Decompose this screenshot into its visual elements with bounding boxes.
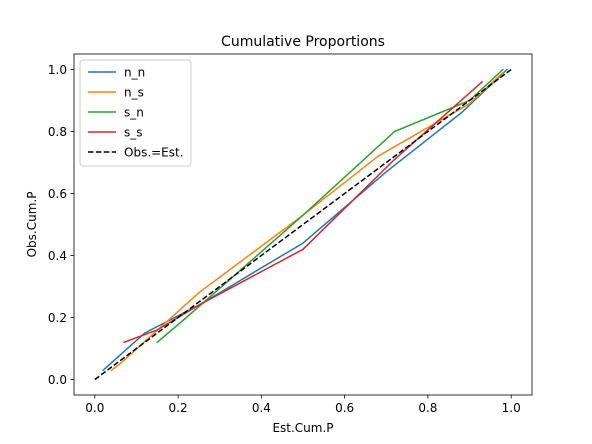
legend-box (79, 59, 192, 167)
y-axis-label: Obs.Cum.P (25, 192, 39, 258)
y-tick-label: 1.0 (48, 63, 67, 77)
y-tick-label: 0.8 (48, 125, 67, 139)
axes-frame (73, 53, 533, 396)
y-axis-ticks: 0.0 0.2 0.4 0.6 0.8 1.0 (48, 63, 74, 387)
plot-area (94, 68, 512, 381)
legend-label-n-s: n_s (124, 85, 144, 99)
legend-label-s-n: s_n (124, 105, 144, 119)
series-line-s-n (156, 68, 504, 344)
x-tick-label: 0.4 (252, 401, 271, 415)
y-tick-label: 0.4 (48, 249, 67, 263)
y-tick-label: 0.0 (48, 373, 67, 387)
legend-label-s-s: s_s (124, 125, 143, 139)
x-tick-label: 0.8 (418, 401, 437, 415)
legend: n_n n_s s_n s_s Obs.=Est. (79, 59, 192, 167)
x-axis-label: Est.Cum.P (272, 421, 333, 435)
legend-label-n-n: n_n (124, 65, 145, 79)
x-tick-label: 0.0 (85, 401, 104, 415)
y-tick-label: 0.6 (48, 187, 67, 201)
series-line-s-s (122, 80, 484, 344)
x-tick-label: 1.0 (502, 401, 521, 415)
chart-title: Cumulative Proportions (221, 34, 385, 50)
legend-label-obs-est: Obs.=Est. (124, 145, 184, 159)
y-tick-label: 0.2 (48, 311, 67, 325)
x-tick-label: 0.2 (169, 401, 188, 415)
x-tick-label: 0.6 (335, 401, 354, 415)
series-line-n-n (102, 68, 509, 372)
x-axis-ticks: 0.0 0.2 0.4 0.6 0.8 1.0 (85, 395, 521, 415)
